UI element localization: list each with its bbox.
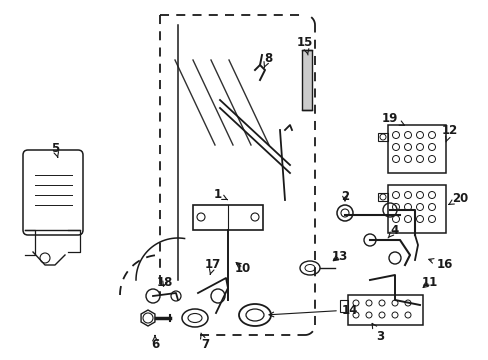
Text: 5: 5 xyxy=(51,141,59,157)
Bar xyxy=(339,300,347,312)
Text: 2: 2 xyxy=(340,189,348,202)
Text: 3: 3 xyxy=(371,323,383,342)
Bar xyxy=(377,133,387,141)
Text: 17: 17 xyxy=(204,258,221,274)
Text: 7: 7 xyxy=(200,333,209,351)
Text: 16: 16 xyxy=(428,258,452,271)
Text: 15: 15 xyxy=(296,36,312,55)
Text: 6: 6 xyxy=(151,336,159,351)
Text: 8: 8 xyxy=(264,51,271,67)
Bar xyxy=(347,295,422,325)
Bar xyxy=(377,193,387,201)
Text: 18: 18 xyxy=(157,275,173,288)
Bar xyxy=(387,125,445,173)
Text: 1: 1 xyxy=(214,189,227,202)
Text: 13: 13 xyxy=(331,249,347,262)
Bar xyxy=(302,50,311,110)
Text: 20: 20 xyxy=(448,192,467,204)
Text: 12: 12 xyxy=(441,123,457,142)
Text: 9: 9 xyxy=(0,359,1,360)
Bar xyxy=(193,205,263,230)
Text: 19: 19 xyxy=(381,112,404,125)
Text: 4: 4 xyxy=(387,224,398,238)
Text: 11: 11 xyxy=(421,275,437,288)
Text: 10: 10 xyxy=(234,261,251,274)
Bar xyxy=(387,185,445,233)
Text: 14: 14 xyxy=(268,303,357,317)
